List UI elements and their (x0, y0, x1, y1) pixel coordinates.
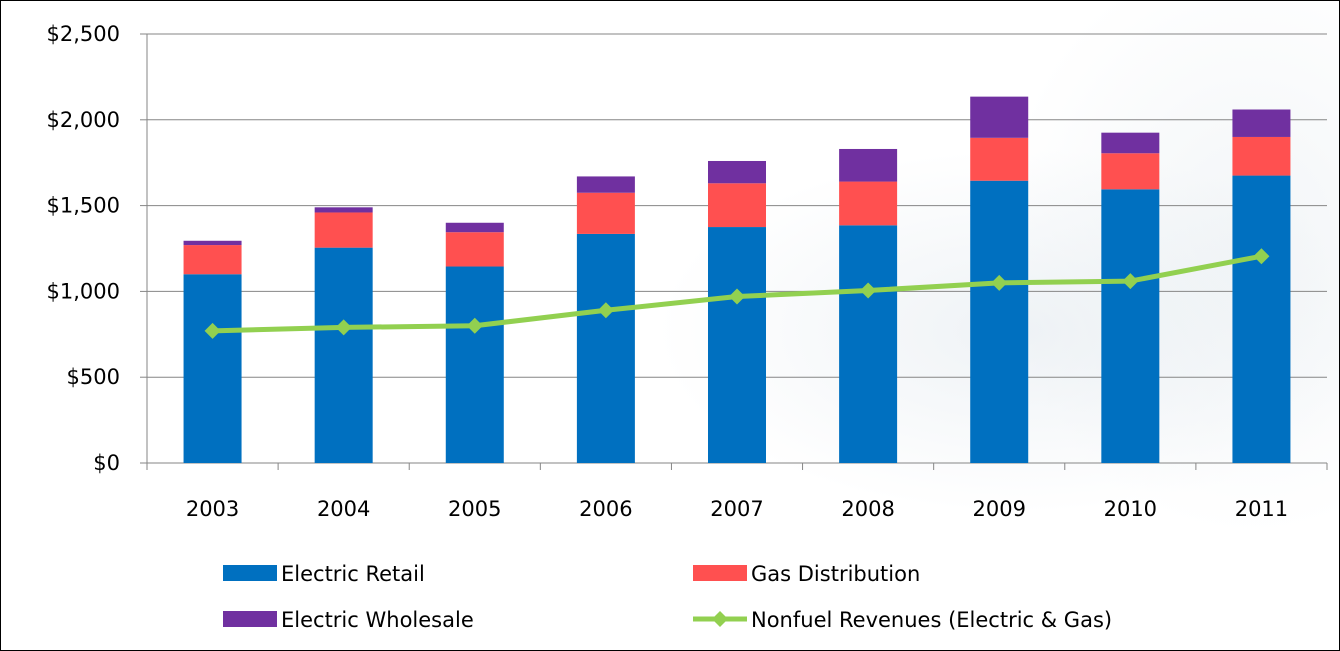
bar-electric-retail-2006 (576, 233, 635, 463)
bar-electric-retail-2009 (970, 180, 1029, 463)
bar-gas-distribution-2007 (708, 183, 766, 228)
x-tick-label: 2011 (1235, 497, 1288, 521)
bars (183, 96, 1291, 463)
point-nonfuel-revenues-electric-gas-2003 (204, 322, 221, 339)
bar-electric-retail-2011 (1232, 175, 1291, 463)
bar-gas-distribution-2011 (1232, 136, 1291, 176)
bar-electric-retail-2003 (183, 274, 242, 463)
bar-electric-wholesale-2009 (970, 96, 1029, 138)
bar-electric-retail-2004 (314, 247, 373, 463)
legend-swatch-gas-distribution (693, 565, 747, 581)
bar-electric-retail-2007 (708, 227, 766, 463)
x-tick-label: 2003 (186, 497, 239, 521)
point-nonfuel-revenues-electric-gas-2010 (1122, 273, 1139, 290)
bar-electric-wholesale-2006 (576, 176, 635, 193)
legend-label-gas-distribution: Gas Distribution (751, 562, 920, 586)
bar-electric-wholesale-2011 (1232, 109, 1291, 137)
y-tick-label: $500 (67, 365, 120, 389)
bar-electric-wholesale-2008 (839, 148, 898, 182)
bar-gas-distribution-2003 (183, 245, 242, 275)
bar-electric-retail-2008 (839, 225, 898, 463)
bar-electric-wholesale-2003 (183, 240, 242, 246)
point-nonfuel-revenues-electric-gas-2006 (597, 302, 614, 319)
legend-label-electric-wholesale: Electric Wholesale (281, 608, 474, 632)
x-tick-label: 2008 (841, 497, 894, 521)
legend-label-nonfuel-revenues-electric-gas: Nonfuel Revenues (Electric & Gas) (751, 608, 1112, 632)
legend-label-electric-retail: Electric Retail (281, 562, 425, 586)
x-tick-label: 2010 (1104, 497, 1157, 521)
y-tick-label: $1,000 (47, 279, 120, 303)
point-nonfuel-revenues-electric-gas-2008 (860, 282, 877, 299)
x-tick-label: 2009 (972, 497, 1025, 521)
point-nonfuel-revenues-electric-gas-2005 (466, 317, 483, 334)
legend-swatch-electric-retail (223, 565, 277, 581)
bar-gas-distribution-2006 (576, 192, 635, 234)
bar-electric-wholesale-2004 (314, 207, 373, 213)
legend: Electric Retail Gas Distribution Electric … (223, 562, 1112, 632)
point-nonfuel-revenues-electric-gas-2004 (335, 319, 352, 336)
x-tick-label: 2007 (710, 497, 763, 521)
bar-electric-wholesale-2005 (445, 222, 504, 233)
point-nonfuel-revenues-electric-gas-2009 (991, 274, 1008, 291)
legend-swatch-electric-wholesale (223, 611, 277, 627)
bar-gas-distribution-2010 (1101, 153, 1160, 190)
bar-electric-retail-2005 (445, 266, 504, 463)
bar-electric-wholesale-2010 (1101, 132, 1160, 154)
bar-gas-distribution-2008 (839, 181, 898, 226)
legend-marker-nonfuel-revenues-electric-gas (712, 611, 728, 627)
bar-gas-distribution-2004 (314, 212, 373, 248)
y-tick-label: $2,000 (47, 108, 120, 132)
bar-electric-retail-2010 (1101, 189, 1160, 463)
y-tick-label: $2,500 (47, 22, 120, 46)
y-tick-label: $0 (93, 451, 120, 475)
bar-electric-wholesale-2007 (708, 160, 766, 184)
line-series (204, 248, 1270, 339)
bar-gas-distribution-2005 (445, 232, 504, 267)
y-tick-label: $1,500 (47, 194, 120, 218)
point-nonfuel-revenues-electric-gas-2011 (1253, 248, 1270, 265)
x-tick-label: 2006 (579, 497, 632, 521)
point-nonfuel-revenues-electric-gas-2007 (729, 288, 745, 305)
x-tick-label: 2005 (448, 497, 501, 521)
bar-gas-distribution-2009 (970, 137, 1029, 181)
x-tick-label: 2004 (317, 497, 370, 521)
